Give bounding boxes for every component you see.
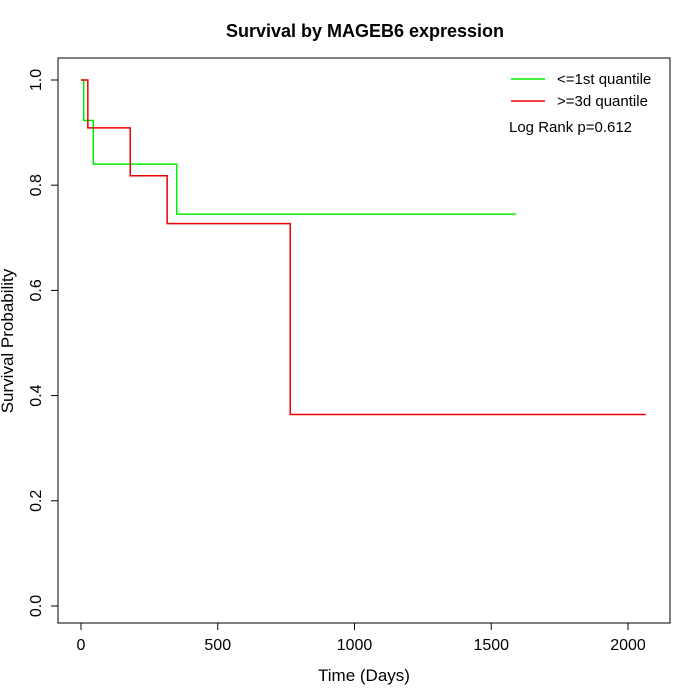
y-tick-label: 1.0 xyxy=(28,69,45,91)
survival-curve xyxy=(81,79,516,215)
plot-frame xyxy=(57,57,671,624)
legend: <=1st quantile >=3d quantile xyxy=(511,71,651,110)
x-axis-label: Time (Days) xyxy=(318,666,410,685)
y-tick-label: 0.0 xyxy=(28,595,45,617)
log-rank-annotation: Log Rank p=0.612 xyxy=(509,119,632,136)
y-tick-label: 0.6 xyxy=(28,279,45,301)
x-tick-label: 500 xyxy=(204,637,231,654)
x-tick-label: 1000 xyxy=(337,637,373,654)
y-axis: 0.0 0.2 0.4 0.6 0.8 1.0 xyxy=(28,69,59,617)
y-tick-label: 0.8 xyxy=(28,174,45,196)
y-tick-label: 0.2 xyxy=(28,490,45,512)
x-tick-label: 0 xyxy=(77,637,86,654)
survival-curve xyxy=(81,79,646,416)
y-axis-label: Survival Probability xyxy=(0,268,17,413)
legend-label: >=3d quantile xyxy=(557,93,648,110)
chart-title: Survival by MAGEB6 expression xyxy=(226,21,504,41)
x-tick-label: 1500 xyxy=(473,637,509,654)
x-axis: 0 500 1000 1500 2000 xyxy=(77,622,646,654)
x-tick-label: 2000 xyxy=(610,637,646,654)
legend-label: <=1st quantile xyxy=(557,71,651,88)
survival-curves xyxy=(81,79,646,416)
y-tick-label: 0.4 xyxy=(28,384,45,406)
